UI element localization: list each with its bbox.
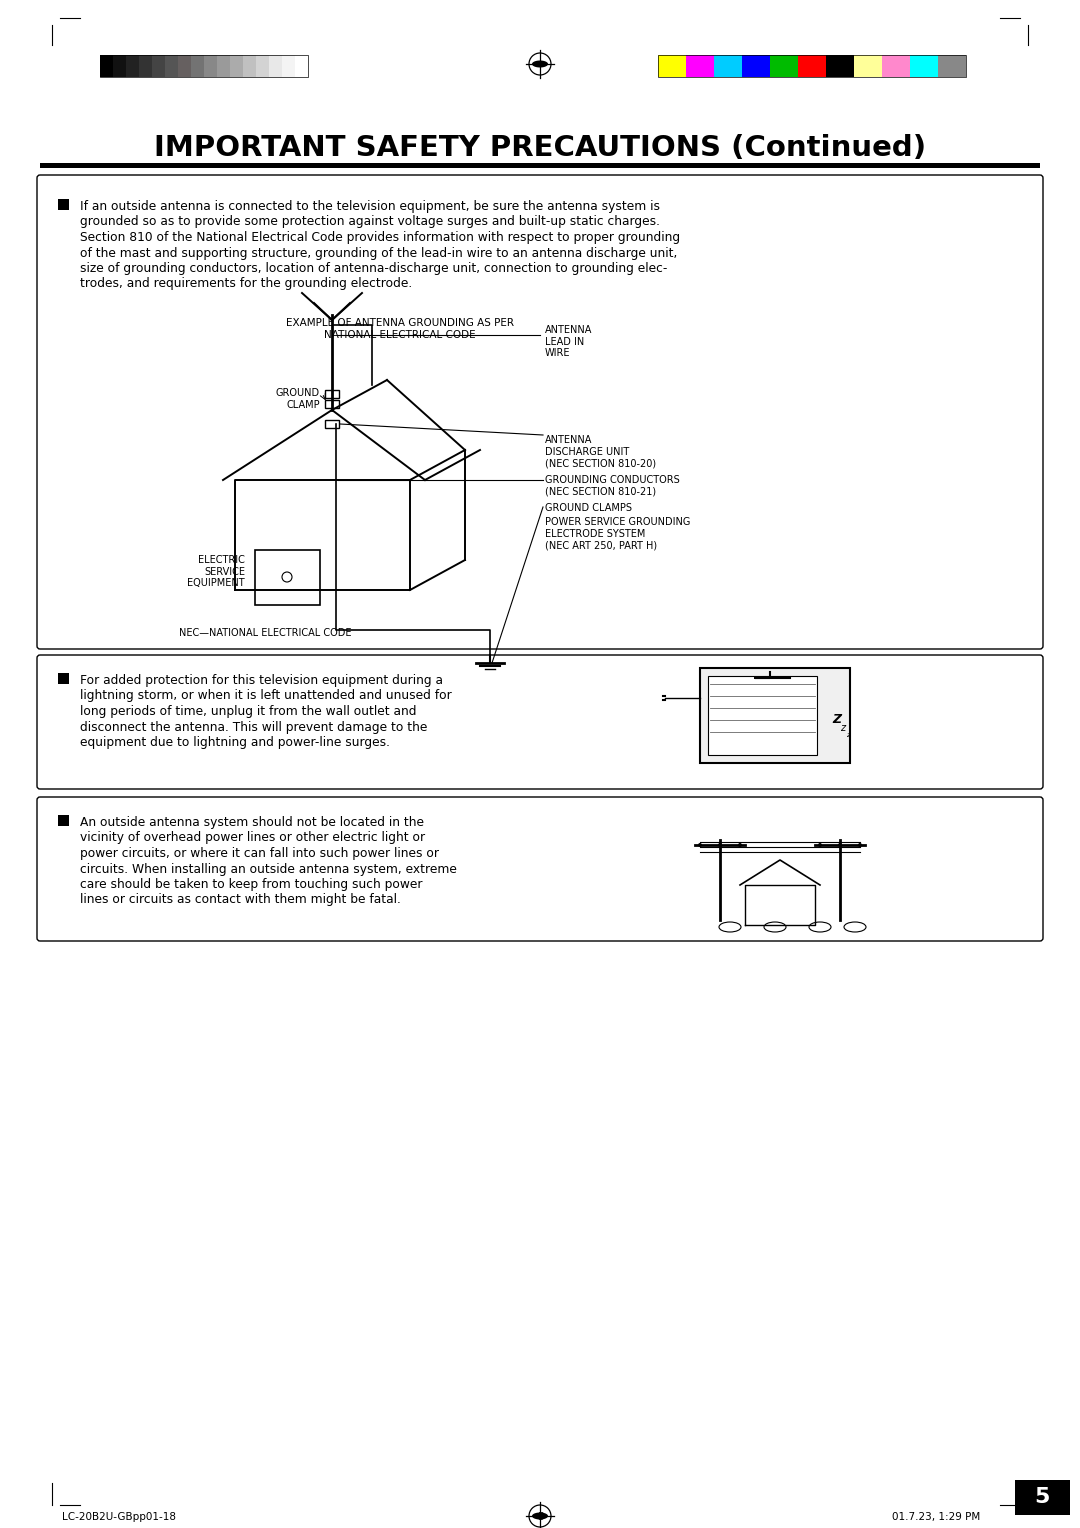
Ellipse shape bbox=[809, 921, 831, 932]
Bar bbox=[325, 400, 339, 408]
Bar bbox=[256, 55, 269, 76]
Bar bbox=[770, 55, 798, 76]
Bar bbox=[178, 55, 191, 76]
Text: lines or circuits as contact with them might be fatal.: lines or circuits as contact with them m… bbox=[80, 894, 401, 906]
Text: 5: 5 bbox=[1035, 1487, 1050, 1507]
Ellipse shape bbox=[843, 921, 866, 932]
Bar bbox=[100, 55, 308, 76]
Bar bbox=[126, 55, 139, 76]
Text: care should be taken to keep from touching such power: care should be taken to keep from touchi… bbox=[80, 879, 422, 891]
Text: Section 810 of the National Electrical Code provides information with respect to: Section 810 of the National Electrical C… bbox=[80, 231, 680, 244]
Text: 01.7.23, 1:29 PM: 01.7.23, 1:29 PM bbox=[892, 1513, 980, 1522]
Text: An outside antenna system should not be located in the: An outside antenna system should not be … bbox=[80, 816, 424, 830]
Bar bbox=[1015, 1481, 1070, 1514]
Text: ANTENNA
DISCHARGE UNIT
(NEC SECTION 810-20): ANTENNA DISCHARGE UNIT (NEC SECTION 810-… bbox=[545, 435, 657, 468]
Bar bbox=[658, 55, 966, 76]
Bar bbox=[113, 55, 126, 76]
Text: POWER SERVICE GROUNDING
ELECTRODE SYSTEM
(NEC ART 250, PART H): POWER SERVICE GROUNDING ELECTRODE SYSTEM… bbox=[545, 516, 690, 550]
Text: size of grounding conductors, location of antenna-discharge unit, connection to : size of grounding conductors, location o… bbox=[80, 261, 667, 275]
Text: long periods of time, unplug it from the wall outlet and: long periods of time, unplug it from the… bbox=[80, 704, 417, 718]
Bar bbox=[714, 55, 742, 76]
Text: GROUND CLAMPS: GROUND CLAMPS bbox=[545, 503, 632, 513]
Bar bbox=[295, 55, 308, 76]
Text: circuits. When installing an outside antenna system, extreme: circuits. When installing an outside ant… bbox=[80, 862, 457, 876]
Bar bbox=[939, 55, 966, 76]
Text: ELECTRIC
SERVICE
EQUIPMENT: ELECTRIC SERVICE EQUIPMENT bbox=[187, 555, 245, 588]
Bar bbox=[658, 55, 686, 76]
Bar bbox=[204, 55, 217, 76]
FancyBboxPatch shape bbox=[37, 656, 1043, 788]
Circle shape bbox=[858, 843, 862, 847]
Bar bbox=[152, 55, 165, 76]
Circle shape bbox=[738, 843, 742, 847]
Bar bbox=[58, 814, 69, 827]
Bar bbox=[700, 668, 850, 762]
Bar bbox=[100, 55, 113, 76]
Text: z: z bbox=[840, 723, 846, 733]
Text: GROUND
CLAMP: GROUND CLAMP bbox=[275, 388, 320, 410]
Bar bbox=[58, 199, 69, 209]
Text: GROUNDING CONDUCTORS
(NEC SECTION 810-21): GROUNDING CONDUCTORS (NEC SECTION 810-21… bbox=[545, 475, 679, 497]
Text: For added protection for this television equipment during a: For added protection for this television… bbox=[80, 674, 443, 688]
FancyBboxPatch shape bbox=[37, 176, 1043, 649]
Bar bbox=[165, 55, 178, 76]
Circle shape bbox=[718, 843, 723, 847]
Circle shape bbox=[282, 571, 292, 582]
Text: EXAMPLE OF ANTENNA GROUNDING AS PER: EXAMPLE OF ANTENNA GROUNDING AS PER bbox=[286, 318, 514, 329]
Text: NATIONAL ELECTRICAL CODE: NATIONAL ELECTRICAL CODE bbox=[324, 330, 476, 341]
Bar bbox=[708, 675, 816, 755]
Text: LC-20B2U-GBpp01-18: LC-20B2U-GBpp01-18 bbox=[62, 1513, 176, 1522]
Text: vicinity of overhead power lines or other electric light or: vicinity of overhead power lines or othe… bbox=[80, 831, 426, 845]
Text: If an outside antenna is connected to the television equipment, be sure the ante: If an outside antenna is connected to th… bbox=[80, 200, 660, 212]
Bar bbox=[826, 55, 854, 76]
Text: ANTENNA
LEAD IN
WIRE: ANTENNA LEAD IN WIRE bbox=[545, 325, 592, 358]
Bar bbox=[230, 55, 243, 76]
Text: equipment due to lightning and power-line surges.: equipment due to lightning and power-lin… bbox=[80, 736, 390, 749]
Bar bbox=[40, 163, 1040, 168]
Bar bbox=[325, 420, 339, 428]
Bar bbox=[686, 55, 714, 76]
Text: 5: 5 bbox=[537, 1513, 543, 1522]
Bar bbox=[882, 55, 910, 76]
Polygon shape bbox=[532, 1513, 548, 1519]
Text: disconnect the antenna. This will prevent damage to the: disconnect the antenna. This will preven… bbox=[80, 721, 428, 733]
Ellipse shape bbox=[764, 921, 786, 932]
Circle shape bbox=[818, 843, 822, 847]
FancyBboxPatch shape bbox=[37, 798, 1043, 941]
Bar bbox=[282, 55, 295, 76]
Text: z: z bbox=[846, 732, 850, 738]
Bar bbox=[269, 55, 282, 76]
Circle shape bbox=[698, 843, 702, 847]
Text: trodes, and requirements for the grounding electrode.: trodes, and requirements for the groundi… bbox=[80, 278, 413, 290]
Bar bbox=[742, 55, 770, 76]
Bar bbox=[58, 672, 69, 685]
Bar bbox=[139, 55, 152, 76]
Text: grounded so as to provide some protection against voltage surges and built-up st: grounded so as to provide some protectio… bbox=[80, 215, 660, 229]
Bar bbox=[854, 55, 882, 76]
Circle shape bbox=[838, 843, 842, 847]
Bar bbox=[325, 390, 339, 397]
Bar bbox=[191, 55, 204, 76]
Bar bbox=[243, 55, 256, 76]
Ellipse shape bbox=[719, 921, 741, 932]
Text: US: US bbox=[1018, 1482, 1031, 1491]
Bar bbox=[255, 550, 320, 605]
Text: Z: Z bbox=[832, 714, 841, 726]
Text: of the mast and supporting structure, grounding of the lead-in wire to an antenn: of the mast and supporting structure, gr… bbox=[80, 246, 677, 260]
Bar bbox=[798, 55, 826, 76]
Text: power circuits, or where it can fall into such power lines or: power circuits, or where it can fall int… bbox=[80, 847, 438, 860]
Text: lightning storm, or when it is left unattended and unused for: lightning storm, or when it is left unat… bbox=[80, 689, 451, 703]
Text: IMPORTANT SAFETY PRECAUTIONS (Continued): IMPORTANT SAFETY PRECAUTIONS (Continued) bbox=[154, 134, 926, 162]
Polygon shape bbox=[532, 61, 548, 67]
Text: NEC—NATIONAL ELECTRICAL CODE: NEC—NATIONAL ELECTRICAL CODE bbox=[179, 628, 351, 639]
Bar bbox=[217, 55, 230, 76]
Bar bbox=[910, 55, 939, 76]
